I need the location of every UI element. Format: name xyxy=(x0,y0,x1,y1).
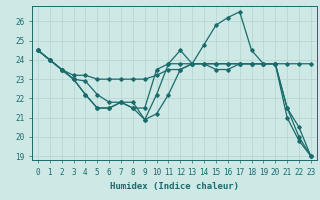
X-axis label: Humidex (Indice chaleur): Humidex (Indice chaleur) xyxy=(110,182,239,191)
